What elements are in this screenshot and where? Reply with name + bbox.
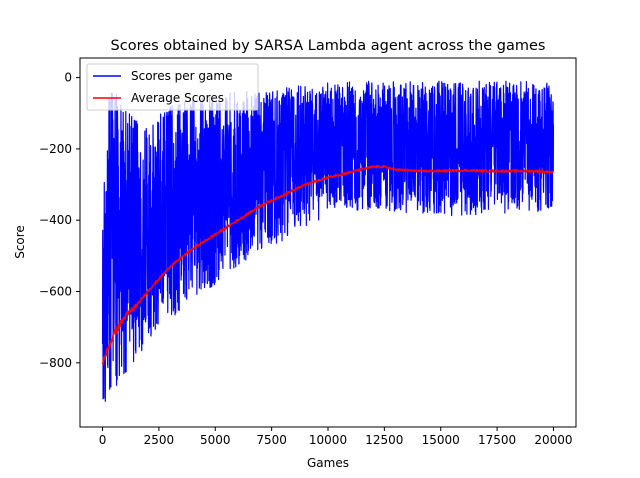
series-scores-per-game (101, 80, 555, 402)
y-axis-label: Score (13, 225, 27, 259)
x-tick-label: 7500 (256, 433, 287, 447)
legend-label-scores: Scores per game (131, 69, 232, 83)
x-tick-label: 12500 (365, 433, 403, 447)
series-average-scores (101, 164, 554, 366)
x-tick-label: 20000 (534, 433, 572, 447)
x-tick-label: 15000 (422, 433, 460, 447)
legend: Scores per game Average Scores (86, 63, 259, 111)
scores-line (101, 80, 555, 402)
y-tick-label: −200 (39, 142, 72, 156)
y-tick-label: −400 (39, 213, 72, 227)
legend-box (86, 63, 259, 111)
plot-area (101, 80, 555, 402)
y-tick-label: −600 (39, 285, 72, 299)
x-axis-label: Games (307, 456, 349, 470)
x-tick-label: 0 (99, 433, 107, 447)
x-tick-label: 2500 (144, 433, 175, 447)
x-tick-label: 10000 (309, 433, 347, 447)
x-tick-label: 5000 (200, 433, 231, 447)
chart-title: Scores obtained by SARSA Lambda agent ac… (111, 38, 546, 54)
x-axis: 0 2500 5000 7500 10000 12500 15000 17500 20000 (99, 427, 573, 447)
average-line (101, 164, 554, 366)
x-tick-label: 17500 (478, 433, 516, 447)
legend-label-average: Average Scores (131, 91, 224, 105)
y-tick-label: 0 (64, 71, 72, 85)
y-tick-label: −800 (39, 356, 72, 370)
y-axis: 0 −200 −400 −600 −800 (39, 71, 80, 370)
